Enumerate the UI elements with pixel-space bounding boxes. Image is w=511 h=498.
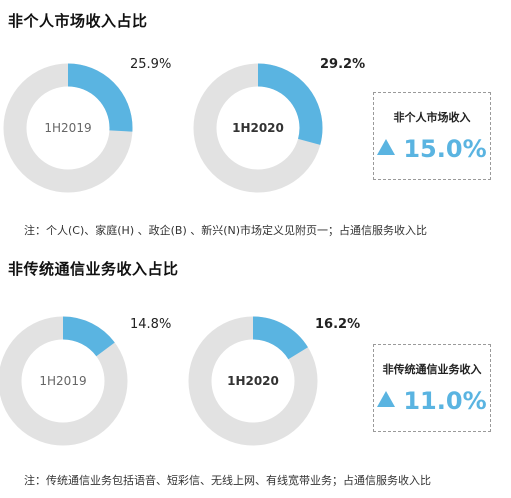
section-title-non-personal: 非个人市场收入占比 bbox=[8, 12, 148, 30]
data-label-1h2020: 29.2% bbox=[320, 57, 366, 72]
section-title-non-traditional: 非传统通信业务收入占比 bbox=[8, 260, 179, 278]
growth-value-text: 11.0% bbox=[403, 387, 487, 415]
donut-center-label-1h2020: 1H2020 bbox=[227, 374, 279, 388]
growth-label: 非传统通信业务收入 bbox=[382, 363, 482, 376]
up-triangle-icon bbox=[377, 391, 396, 407]
donut-segment-1h2019 bbox=[0, 316, 128, 446]
growth-box-non-personal: 非个人市场收入 15.0% bbox=[373, 92, 491, 180]
growth-value: 11.0% bbox=[374, 387, 490, 415]
donut-segment-1h2020 bbox=[188, 316, 318, 446]
footnote-non-traditional: 注：传统通信业务包括语音、短彩信、无线上网、有线宽带业务；占通信服务收入比 bbox=[24, 474, 431, 487]
donut-center-label-1h2020: 1H2020 bbox=[232, 121, 284, 135]
data-label-1h2019: 14.8% bbox=[130, 317, 172, 332]
donut-segment-1h2019 bbox=[3, 63, 133, 193]
data-label-1h2019: 25.9% bbox=[130, 57, 172, 72]
growth-label: 非个人市场收入 bbox=[393, 111, 471, 124]
donut-center-label-1h2019: 1H2019 bbox=[44, 121, 92, 135]
growth-value-text: 15.0% bbox=[403, 135, 487, 163]
growth-box-non-traditional: 非传统通信业务收入 11.0% bbox=[373, 344, 491, 432]
up-triangle-icon bbox=[377, 139, 396, 155]
growth-value: 15.0% bbox=[374, 135, 490, 163]
donut-segment-1h2020 bbox=[193, 63, 323, 193]
donut-center-label-1h2019: 1H2019 bbox=[39, 374, 87, 388]
data-label-1h2020: 16.2% bbox=[315, 317, 361, 332]
footnote-non-personal: 注：个人(C)、家庭(H) 、政企(B) 、新兴(N)市场定义见附页一；占通信服… bbox=[24, 224, 428, 237]
